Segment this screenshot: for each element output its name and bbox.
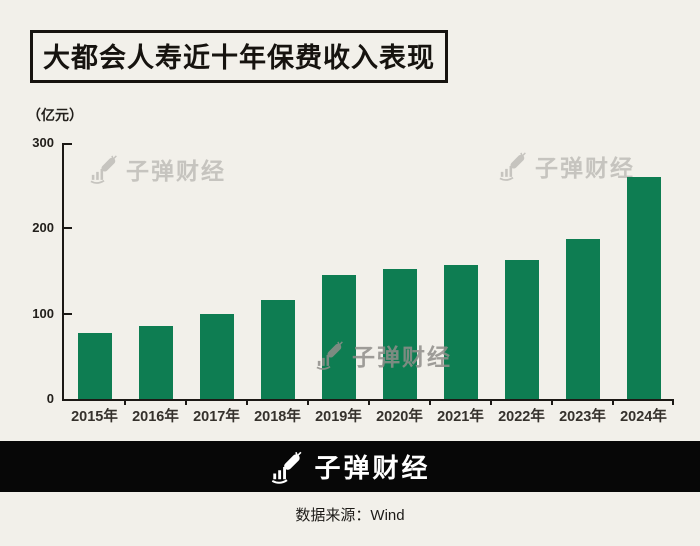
y-axis-tick — [64, 143, 72, 145]
y-axis-tick — [64, 312, 72, 315]
y-axis-unit-label: （亿元） — [27, 107, 83, 123]
y-axis-tick-label: 0 — [46, 391, 54, 406]
x-axis-tick — [551, 399, 553, 405]
bar-chart-plot-area: 2015年 2016年 2017年 2018年 2019年 2020年 2021年 2022年… — [32, 135, 674, 425]
x-axis-label: 2023年 — [559, 409, 606, 425]
bar-2020年 — [382, 269, 417, 399]
chart-title-box: 大都会人寿近十年保费收入表现 — [30, 30, 448, 83]
footer-brand-band: 子弹财经 — [0, 441, 700, 492]
bar-2023年 — [565, 239, 600, 399]
x-axis-tick — [490, 399, 492, 405]
bar-2016年 — [138, 326, 173, 399]
bar-2018年 — [260, 300, 295, 399]
y-axis-tick — [64, 227, 72, 230]
x-axis-label: 2018年 — [254, 409, 301, 425]
x-axis-label: 2020年 — [376, 409, 423, 425]
bar-2022年 — [504, 260, 539, 399]
chart-title: 大都会人寿近十年保费收入表现 — [43, 43, 435, 73]
rocket-hand-logo-icon — [272, 451, 302, 484]
bar-2021年 — [443, 265, 478, 399]
bar-2017年 — [199, 314, 234, 399]
y-axis-tick-label: 100 — [32, 305, 54, 321]
x-axis-label: 2019年 — [315, 409, 362, 425]
x-axis-tick — [124, 399, 126, 405]
x-axis-label: 2017年 — [193, 409, 240, 425]
bar-2024年 — [626, 177, 661, 399]
y-axis-tick-label: 200 — [32, 220, 54, 236]
bar-2019年 — [321, 275, 356, 399]
x-axis-tick — [307, 399, 309, 405]
x-axis-label: 2015年 — [71, 409, 118, 425]
x-axis-label: 2024年 — [620, 409, 667, 425]
x-axis-tick — [612, 399, 614, 405]
x-axis-tick — [429, 399, 431, 405]
bar-2015年 — [77, 333, 112, 399]
x-axis-label: 2022年 — [498, 409, 545, 425]
x-axis-label: 2016年 — [132, 409, 179, 425]
brand-logo-text: 子弹财经 — [314, 453, 431, 483]
x-axis-end-tick — [672, 399, 674, 405]
x-axis-tick — [246, 399, 248, 405]
x-axis-label: 2021年 — [437, 409, 484, 425]
x-axis-tick — [368, 399, 370, 405]
data-source-label: 数据来源：Wind — [295, 507, 405, 524]
x-axis-tick — [185, 399, 187, 405]
y-axis-tick-label: 300 — [32, 135, 54, 150]
